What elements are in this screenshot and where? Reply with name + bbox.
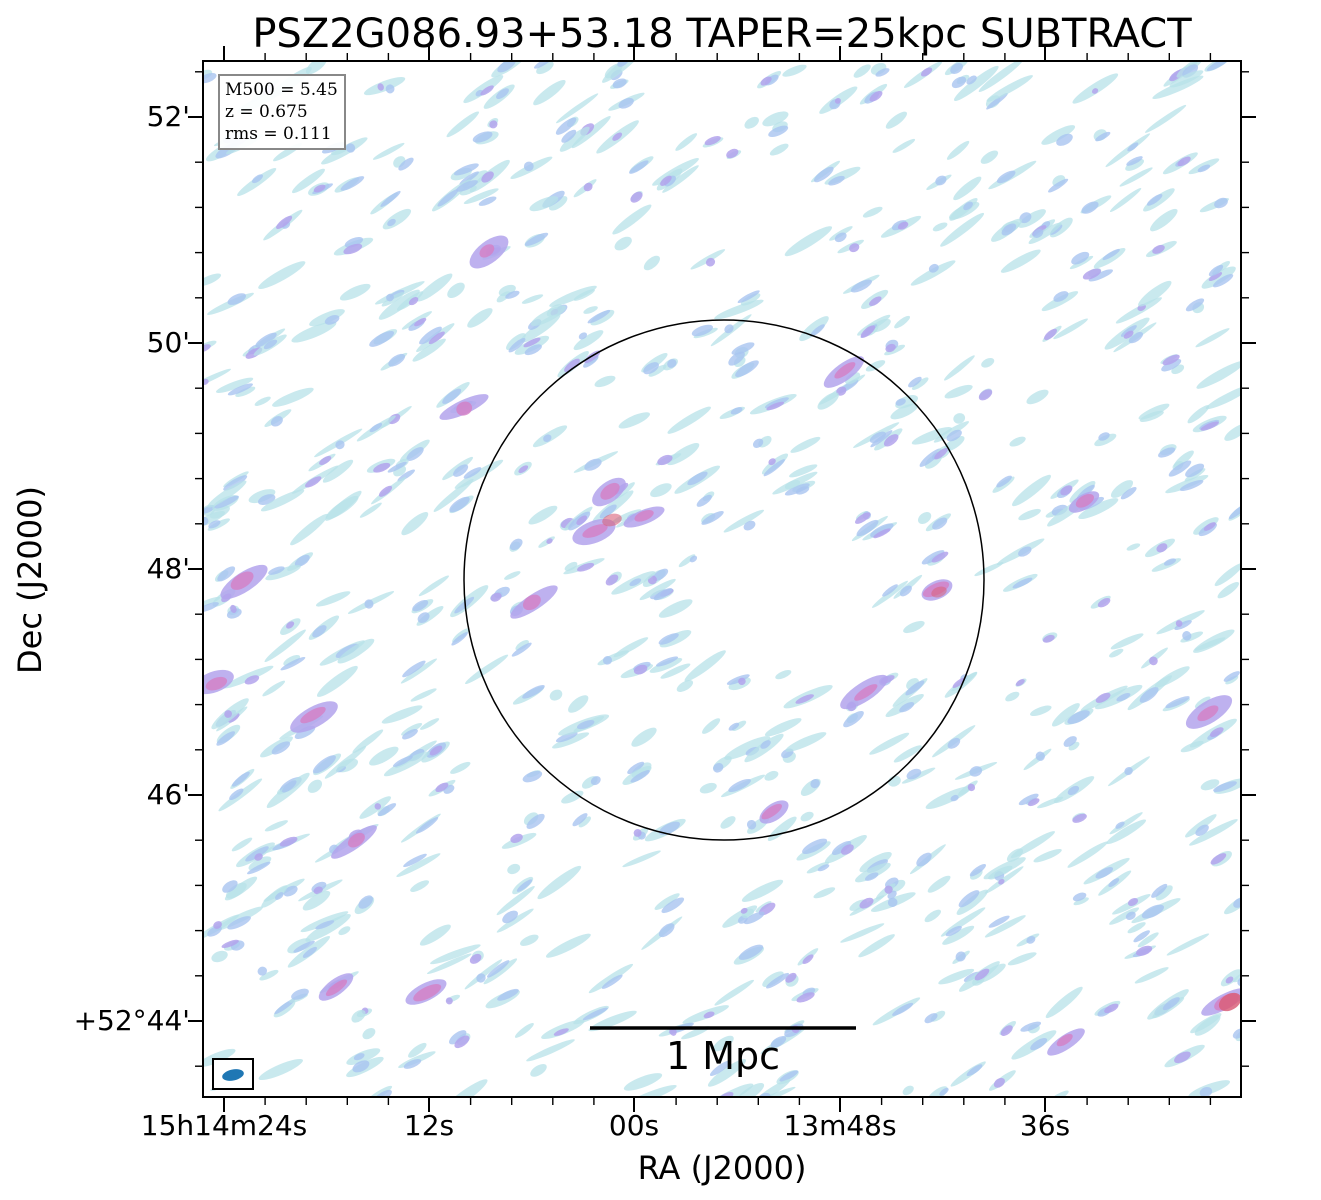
plot-title: PSZ2G086.93+53.18 TAPER=25kpc SUBTRACT	[252, 11, 1192, 57]
noise-blobs	[204, 62, 1240, 1096]
ytick-label: 46'	[146, 778, 190, 811]
beam-box	[212, 1058, 254, 1090]
cluster-info-box: M500 = 5.45 z = 0.675 rms = 0.111	[218, 74, 346, 150]
beam-ellipse-icon	[222, 1069, 244, 1081]
ytick-label: 52'	[146, 100, 190, 133]
y-axis-label-text: Dec (J2000)	[11, 486, 49, 674]
xtick-label: 13m48s	[783, 1109, 897, 1142]
x-axis-label: RA (J2000)	[637, 1149, 807, 1187]
xtick-label: 00s	[608, 1109, 660, 1142]
xtick-label: 12s	[403, 1109, 455, 1142]
xtick-label: 36s	[1019, 1109, 1071, 1142]
ytick-label: 50'	[146, 326, 190, 359]
rms-value: rms = 0.111	[225, 124, 332, 144]
ytick-label: +52°44'	[73, 1004, 190, 1037]
cluster-circle	[463, 319, 985, 841]
xtick-label: 15h14m24s	[140, 1109, 308, 1142]
redshift-value: z = 0.675	[225, 102, 308, 122]
radio-image-panel: M500 = 5.45 z = 0.675 rms = 0.111 1 Mpc	[202, 60, 1242, 1098]
radio-noise-map	[204, 62, 1240, 1096]
m500-value: M500 = 5.45	[225, 80, 338, 100]
scalebar-label: 1 Mpc	[665, 1034, 781, 1078]
ytick-label: 48'	[146, 552, 190, 585]
